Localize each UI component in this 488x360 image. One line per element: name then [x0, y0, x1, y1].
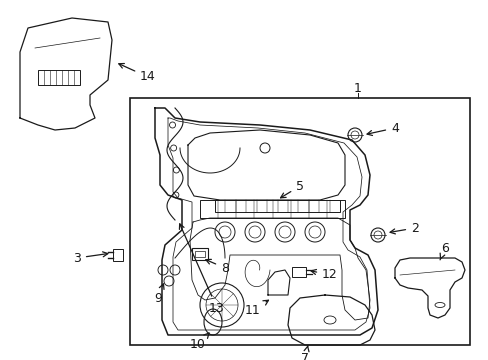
Bar: [38, 70, 80, 85]
Text: 5: 5: [280, 180, 304, 198]
Text: 12: 12: [310, 269, 337, 282]
Bar: [200, 200, 345, 218]
Text: 6: 6: [439, 242, 448, 260]
Text: 9: 9: [154, 284, 163, 305]
Text: 3: 3: [73, 252, 108, 265]
Text: 10: 10: [190, 333, 209, 351]
Text: 13: 13: [179, 224, 224, 315]
Bar: [113, 249, 123, 261]
Text: 4: 4: [366, 122, 398, 135]
Text: 14: 14: [119, 63, 156, 84]
Bar: [192, 248, 207, 260]
Bar: [215, 200, 339, 212]
Text: 7: 7: [301, 346, 308, 360]
Bar: [291, 267, 305, 277]
Text: 2: 2: [389, 221, 418, 234]
Bar: [195, 251, 204, 257]
Bar: [130, 98, 469, 345]
Text: 1: 1: [353, 81, 361, 94]
Text: 11: 11: [244, 300, 268, 316]
Text: 8: 8: [205, 259, 228, 274]
